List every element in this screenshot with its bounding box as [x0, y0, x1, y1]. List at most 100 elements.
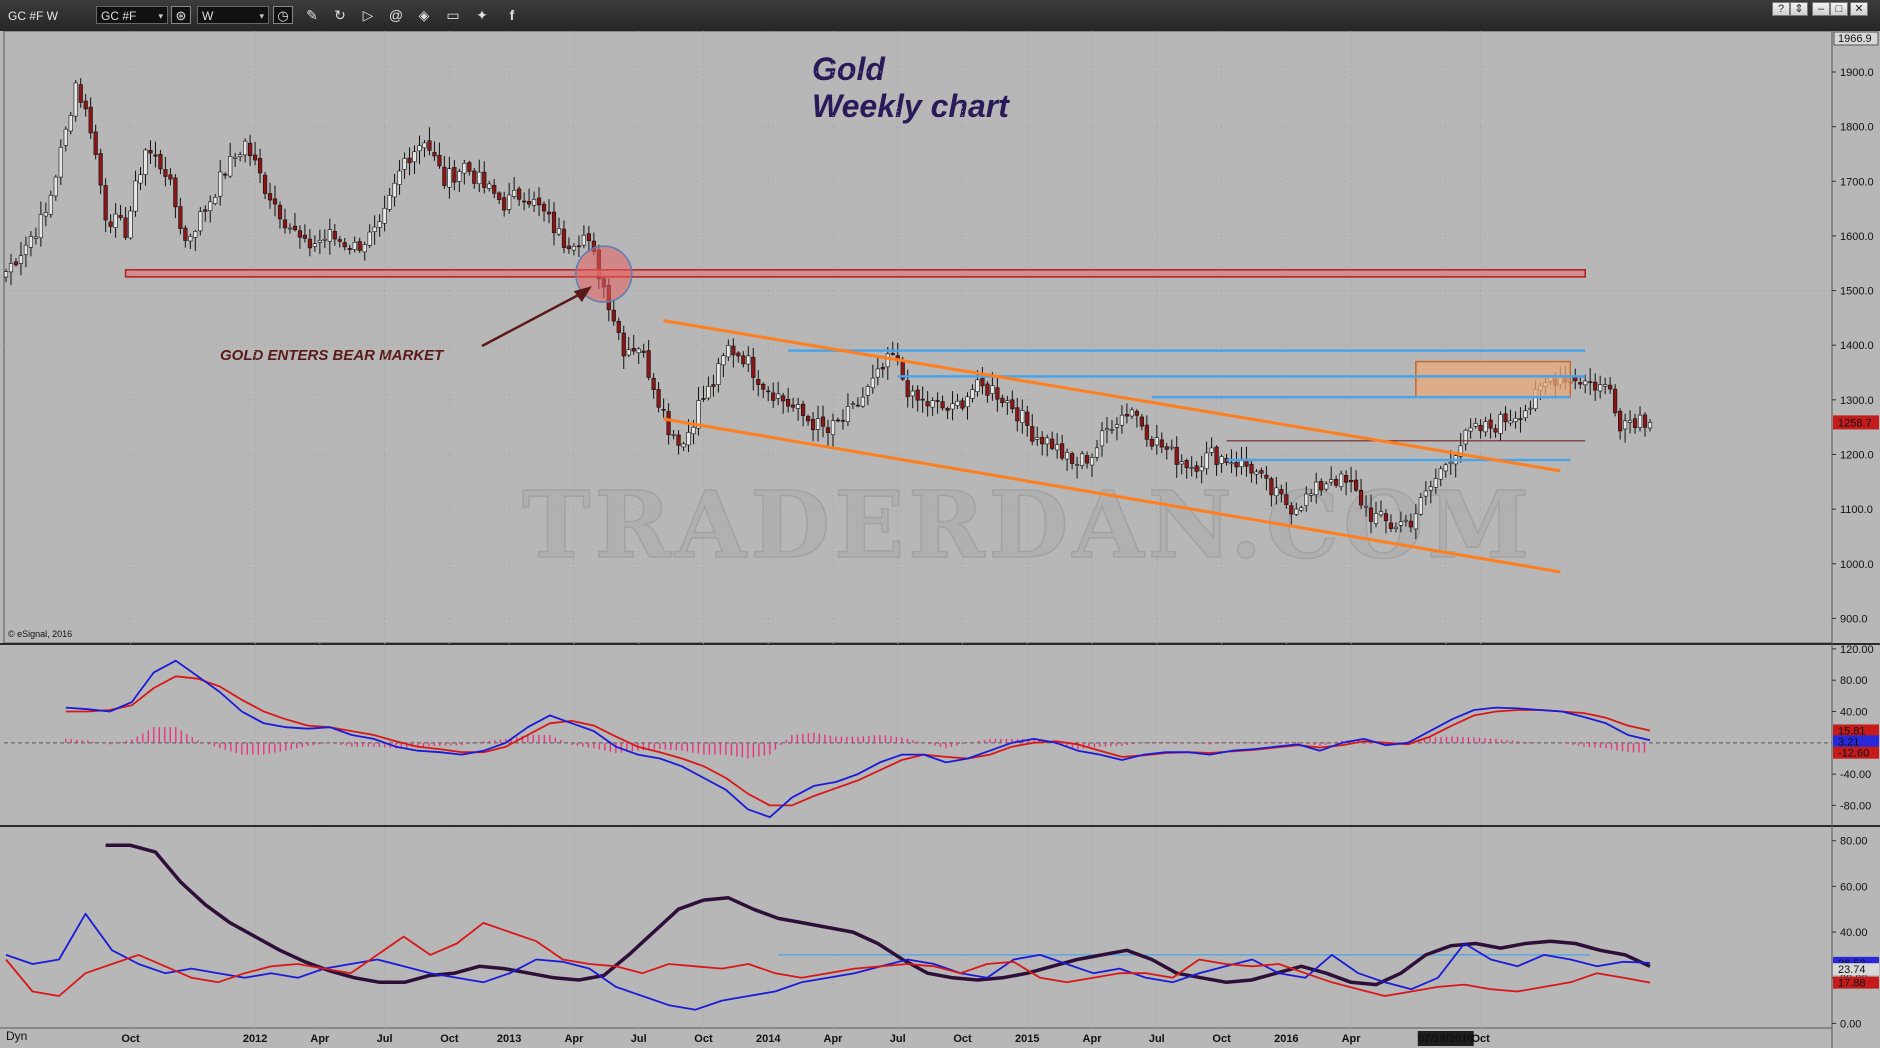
candle [208, 195, 213, 223]
pencil-icon[interactable]: ✎ [306, 7, 318, 23]
interval-dropdown-value: W [202, 9, 214, 23]
clock-icon[interactable]: ◷ [273, 6, 293, 24]
candle [312, 235, 317, 252]
candle-body [337, 239, 342, 242]
pin-button[interactable]: ⇕ [1790, 2, 1808, 16]
candle [1324, 481, 1329, 492]
candle-body [965, 396, 970, 408]
candle [1199, 455, 1204, 484]
candle [1593, 373, 1598, 402]
candle [28, 231, 34, 257]
candle [337, 236, 342, 248]
candle-body [641, 350, 646, 353]
candle [1284, 482, 1289, 509]
candle-body [452, 167, 457, 183]
y-tick-label: 1300.0 [1840, 395, 1874, 407]
candle-body [1005, 400, 1010, 403]
candle [502, 191, 507, 217]
candle-body [980, 378, 985, 387]
candle-body [1598, 384, 1603, 392]
candle-body [48, 194, 53, 215]
candle-body [1015, 407, 1020, 422]
candle [138, 167, 143, 191]
candle-body [1448, 461, 1453, 464]
candle [517, 186, 522, 206]
candle [776, 381, 781, 406]
symbol-dropdown[interactable]: GC #F ▾ [96, 6, 168, 24]
candle [1055, 432, 1060, 459]
help-button[interactable]: ? [1772, 2, 1790, 16]
facebook-icon[interactable]: f [509, 7, 515, 23]
candle [1079, 450, 1085, 470]
candle-body [98, 153, 103, 186]
candle [1413, 504, 1418, 540]
candle-body [541, 203, 547, 212]
candle [1403, 514, 1408, 527]
twitter-icon[interactable]: ✦ [476, 7, 488, 23]
candle [1588, 368, 1593, 396]
candle [347, 244, 352, 255]
candle-body [158, 154, 163, 170]
candle-body [252, 154, 258, 161]
close-button[interactable]: ✕ [1850, 2, 1868, 16]
candle [646, 339, 651, 381]
candle-body [1229, 462, 1234, 465]
minimize-button[interactable]: – [1812, 2, 1830, 16]
candle-body [1089, 457, 1095, 466]
maximize-button[interactable]: □ [1830, 2, 1848, 16]
x-tick-label: Oct [121, 1033, 140, 1045]
arrow-head [573, 286, 592, 303]
candle-body [1433, 478, 1438, 488]
y-tick-label: 1200.0 [1840, 449, 1874, 461]
candle-body [138, 174, 143, 184]
candle-body [786, 399, 791, 407]
dmi-y-tick-label: 40.00 [1840, 927, 1868, 939]
link-icon[interactable]: ⊛ [171, 6, 191, 24]
candle-body [845, 406, 851, 422]
candle-body [1468, 427, 1473, 432]
candle [1219, 454, 1224, 473]
candle [1483, 416, 1488, 437]
candle-body [945, 408, 950, 411]
candle [860, 387, 865, 409]
play-icon[interactable]: ▷ [362, 7, 374, 23]
candle [1179, 454, 1184, 475]
candle-body [860, 396, 865, 407]
candle-body [163, 169, 168, 177]
candle-body [955, 400, 960, 406]
candle [1393, 522, 1399, 533]
candle [756, 370, 761, 397]
candle-body [766, 390, 771, 393]
candle-body [198, 211, 203, 232]
candle-body [771, 392, 776, 401]
refresh-icon[interactable]: ↻ [334, 7, 346, 23]
candle [372, 215, 377, 245]
candle [1289, 502, 1294, 527]
candle [561, 220, 567, 254]
tag-icon[interactable]: ◈ [418, 7, 430, 23]
comment-icon[interactable]: ▭ [446, 7, 460, 23]
candle [666, 403, 671, 445]
candle [1264, 466, 1269, 491]
candle-body [93, 131, 98, 155]
candle-body [815, 418, 821, 430]
candle [218, 159, 223, 206]
interval-dropdown[interactable]: W ▾ [197, 6, 269, 24]
candle-body [422, 142, 427, 149]
candle [38, 201, 43, 247]
candle-body [1294, 508, 1299, 515]
x-tick-label: Oct [953, 1033, 972, 1045]
macd-histogram [65, 727, 1646, 759]
at-sign-icon[interactable]: @ [388, 7, 404, 23]
candle [935, 392, 940, 414]
chart-area[interactable]: TRADERDAN.COM Gold Weekly chart GOLD ENT… [0, 31, 1880, 1048]
candle [1194, 461, 1199, 479]
candle-body [536, 197, 542, 206]
candle-body [865, 386, 870, 396]
chart-background [0, 31, 1880, 1048]
candle-body [407, 157, 412, 164]
candle [1204, 441, 1209, 475]
candle [855, 397, 860, 408]
candle [432, 141, 437, 161]
candle-body [546, 211, 552, 215]
